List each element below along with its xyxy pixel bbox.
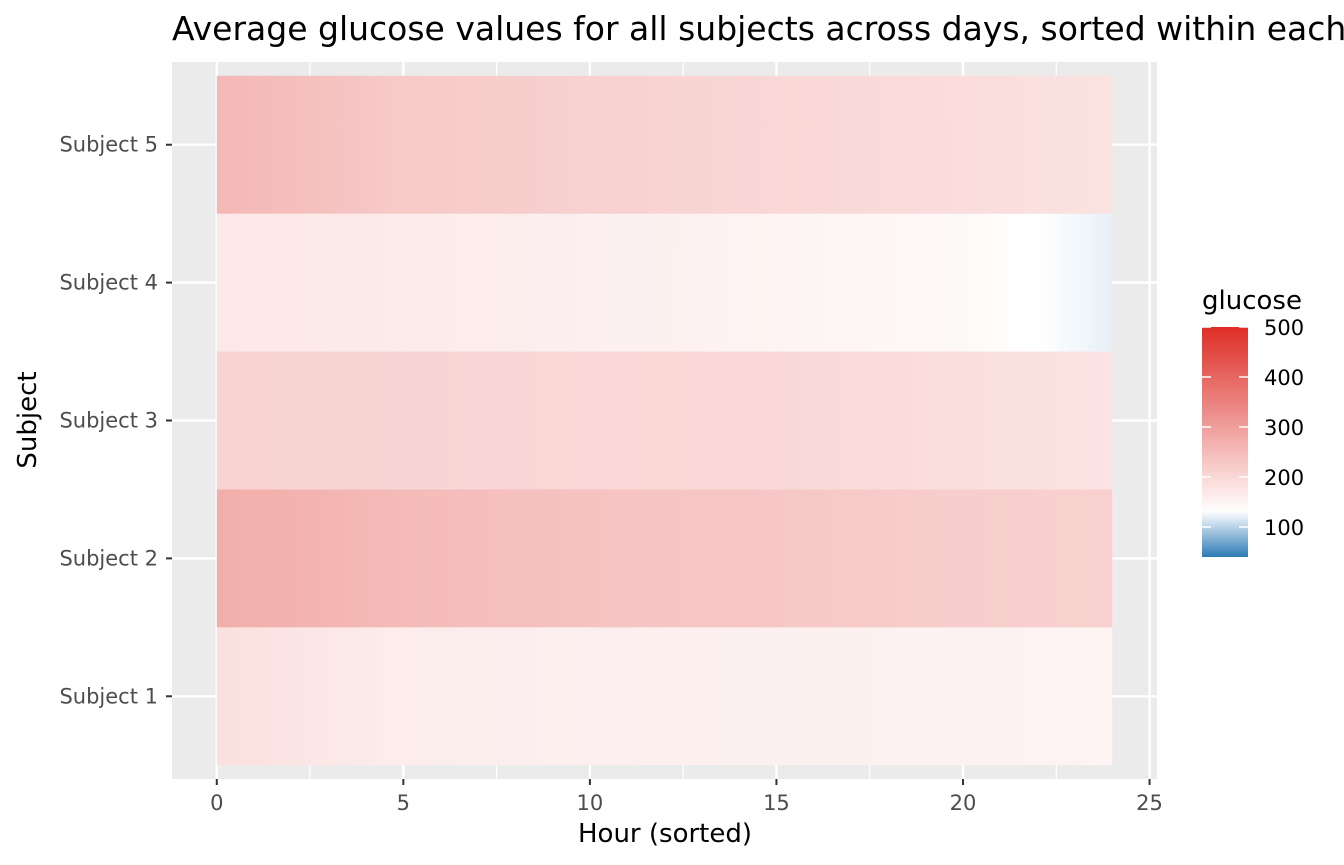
heatmap-tiles xyxy=(216,75,1113,766)
x-tick-label: 5 xyxy=(397,791,410,815)
legend-tick-label: 500 xyxy=(1264,316,1304,340)
y-axis-title: Subject xyxy=(13,371,43,468)
y-tick-label: Subject 2 xyxy=(59,546,158,570)
color-legend: glucose 100 200 300 400 500 xyxy=(1202,286,1304,557)
chart-title: Average glucose values for all subjects … xyxy=(172,9,1344,48)
y-tick-label: Subject 1 xyxy=(59,684,158,708)
legend-title: glucose xyxy=(1202,286,1302,316)
y-tick-label: Subject 3 xyxy=(59,409,158,433)
legend-tick-label: 100 xyxy=(1264,516,1304,540)
heatmap-row-subject-1 xyxy=(216,627,1113,766)
x-tick-label: 20 xyxy=(950,791,977,815)
x-tick-label: 0 xyxy=(210,791,223,815)
legend-tick-label: 400 xyxy=(1264,366,1304,390)
y-tick-label: Subject 5 xyxy=(59,133,158,157)
heatmap-row-subject-5 xyxy=(216,75,1113,214)
x-tick-label: 15 xyxy=(763,791,790,815)
legend-tick-label: 300 xyxy=(1264,416,1304,440)
heatmap-row-subject-3 xyxy=(216,351,1113,490)
heatmap-row-subject-4 xyxy=(216,213,1113,352)
x-axis-title: Hour (sorted) xyxy=(578,819,752,849)
heatmap-row-subject-2 xyxy=(216,489,1113,628)
x-tick-label: 10 xyxy=(577,791,604,815)
axes: 0 5 10 15 20 25 Subject 1 Subject 2 Subject 3 Sub… xyxy=(59,133,1162,815)
y-tick-label: Subject 4 xyxy=(59,271,158,295)
x-tick-label: 25 xyxy=(1136,791,1163,815)
legend-colorbar xyxy=(1202,327,1248,557)
legend-tick-label: 200 xyxy=(1264,466,1304,490)
